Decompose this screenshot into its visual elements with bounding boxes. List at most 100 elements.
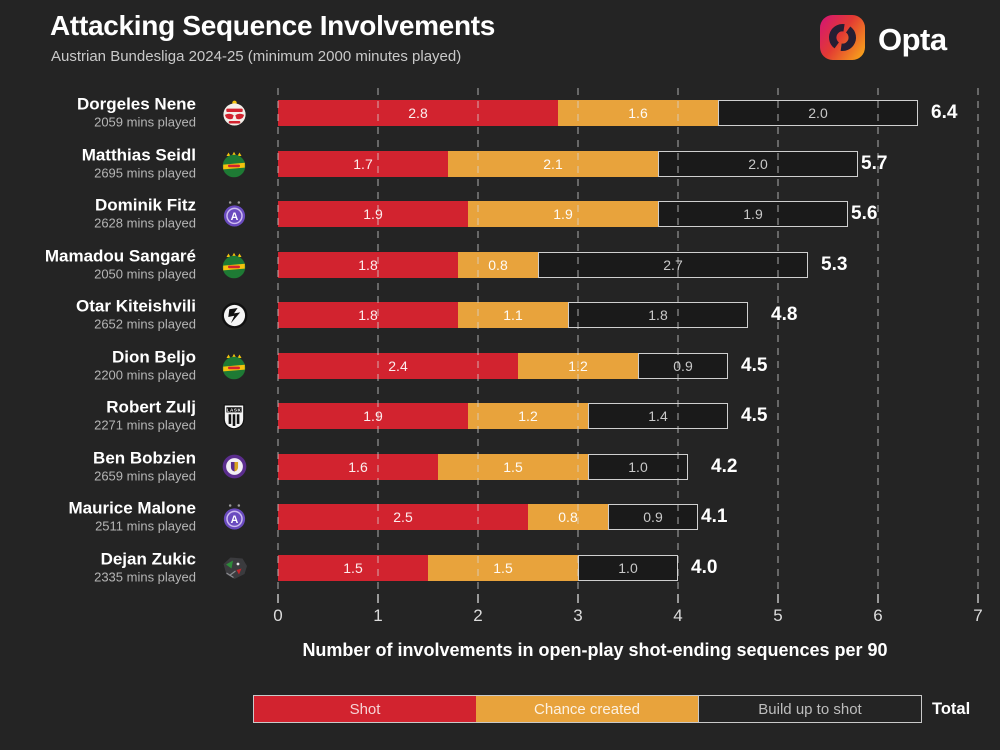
axis-tick-label: 3 [573, 606, 583, 625]
bar-segment-chance-created: 1.2 [468, 403, 588, 429]
klagenfurt-badge [219, 452, 249, 482]
player-mins: 2628 mins played [94, 215, 196, 231]
axis-tick [577, 594, 579, 603]
bar-segment-shot: 1.8 [278, 302, 458, 328]
axis-tick-label: 4 [673, 606, 683, 625]
player-name: Dorgeles Nene [76, 94, 196, 114]
stacked-bar: 1.6 1.5 1.0 [278, 453, 688, 480]
player-row: Matthias Seidl 2695 mins played 1.7 2.1 2.0 5… [0, 138, 1000, 189]
bar-segment-chance-created: 1.2 [518, 352, 638, 379]
bar-segment-chance-created: 2.1 [448, 150, 658, 177]
rapid-badge [219, 351, 249, 381]
axis-tick [977, 594, 979, 603]
bar-segment-value: 1.4 [648, 408, 668, 424]
legend-item-chance: Chance created [476, 696, 698, 722]
stacked-bar: 1.8 0.8 2.7 [278, 251, 808, 278]
total-value: 4.2 [711, 455, 738, 477]
bar-segment-shot: 2.5 [278, 504, 528, 530]
axis-tick [477, 594, 479, 603]
bar-segment-value: 2.7 [663, 256, 683, 273]
stacked-bar: 1.7 2.1 2.0 [278, 150, 858, 177]
bar-segment-value: 0.9 [673, 357, 693, 374]
brand-lockup: Opta [820, 15, 947, 65]
player-mins: 2335 mins played [94, 569, 196, 585]
bar-segment-shot: 1.5 [278, 554, 428, 581]
axis-tick-label: 7 [973, 606, 983, 625]
axis-tick-label: 6 [873, 606, 883, 625]
bar-segment-value: 1.1 [503, 307, 523, 323]
bar-segment-value: 1.6 [628, 105, 648, 121]
salzburg-badge [219, 98, 249, 128]
bar-segment-value: 1.9 [363, 408, 383, 424]
wac-badge [219, 553, 249, 583]
player-label: Dejan Zukic 2335 mins played [20, 549, 196, 586]
bar-segment-value: 1.8 [358, 256, 378, 273]
bar-segment-build-up: 2.0 [718, 100, 918, 126]
player-name: Ben Bobzien [93, 447, 196, 467]
player-label: Mamadou Sangaré 2050 mins played [20, 246, 196, 283]
bar-segment-chance-created: 1.1 [458, 302, 568, 328]
austria-wien-badge: A [219, 199, 249, 229]
bar-segment-build-up: 1.9 [658, 201, 848, 227]
bar-segment-chance-created: 1.6 [558, 100, 718, 126]
bar-segment-value: 2.5 [393, 509, 413, 525]
player-mins: 2271 mins played [94, 417, 196, 433]
bar-segment-value: 0.9 [643, 509, 663, 525]
player-mins: 2511 mins played [95, 518, 196, 534]
player-name: Otar Kiteishvili [76, 296, 196, 316]
player-label: Dominik Fitz 2628 mins played [20, 195, 196, 232]
bar-segment-build-up: 0.9 [608, 504, 698, 530]
bar-segment-value: 1.8 [648, 307, 668, 323]
total-value: 5.7 [861, 152, 888, 174]
austria-wien-badge: A [219, 502, 249, 532]
bar-segment-value: 1.5 [343, 559, 363, 576]
player-row: Dejan Zukic 2335 mins played 1.5 1.5 1.0 4.0 [0, 542, 1000, 593]
player-row: Mamadou Sangaré 2050 mins played 1.8 0.8 2.7… [0, 239, 1000, 290]
player-mins: 2050 mins played [94, 266, 196, 282]
bar-segment-build-up: 1.4 [588, 403, 728, 429]
bar-segment-build-up: 0.9 [638, 352, 728, 379]
player-mins: 2652 mins played [94, 316, 196, 332]
bar-segment-value: 1.5 [493, 559, 513, 576]
rapid-badge [219, 149, 249, 179]
bar-segment-value: 1.7 [353, 155, 373, 172]
player-row: Robert Zulj 2271 mins played LASK 1.9 1.2 1.4… [0, 391, 1000, 442]
legend-item-shot: Shot [254, 696, 476, 722]
player-label: Robert Zulj 2271 mins played [20, 397, 196, 434]
bar-segment-value: 1.9 [743, 206, 763, 222]
player-label: Matthias Seidl 2695 mins played [20, 145, 196, 182]
total-value: 4.5 [741, 354, 768, 376]
player-row: Dion Beljo 2200 mins played 2.4 1.2 0.9 4.5 [0, 340, 1000, 391]
lask-badge: LASK [219, 401, 249, 431]
bar-segment-chance-created: 1.5 [428, 554, 578, 581]
bar-segment-value: 2.1 [543, 155, 563, 172]
player-name: Robert Zulj [106, 397, 196, 417]
bar-segment-value: 1.8 [358, 307, 378, 323]
bar-segment-value: 0.8 [488, 256, 508, 273]
player-row: Maurice Malone 2511 mins played A 2.5 0.8 0.9… [0, 492, 1000, 543]
total-value: 5.6 [851, 203, 878, 224]
axis-tick [277, 594, 279, 603]
axis-tick [377, 594, 379, 603]
legend: Shot Chance created Build up to shot [253, 695, 922, 723]
bar-segment-value: 1.0 [628, 458, 648, 475]
axis-tick [777, 594, 779, 603]
bar-segment-build-up: 1.8 [568, 302, 748, 328]
brand-name: Opta [878, 22, 947, 57]
player-name: Dejan Zukic [100, 548, 196, 568]
bar-segment-build-up: 1.0 [588, 453, 688, 480]
x-axis-title: Number of involvements in open-play shot… [302, 640, 888, 660]
bar-segment-value: 1.5 [503, 458, 523, 475]
total-value: 4.0 [691, 556, 718, 578]
bar-segment-value: 1.6 [348, 458, 368, 475]
player-label: Dorgeles Nene 2059 mins played [20, 94, 196, 131]
bar-segment-value: 2.0 [808, 105, 828, 121]
total-value: 4.1 [701, 506, 728, 527]
player-name: Dion Beljo [111, 346, 196, 366]
page-title: Attacking Sequence Involvements [50, 10, 496, 41]
bar-segment-shot: 1.7 [278, 150, 448, 177]
total-value: 4.8 [771, 304, 798, 325]
axis-tick-label: 5 [773, 606, 783, 625]
total-value: 4.5 [741, 405, 768, 426]
